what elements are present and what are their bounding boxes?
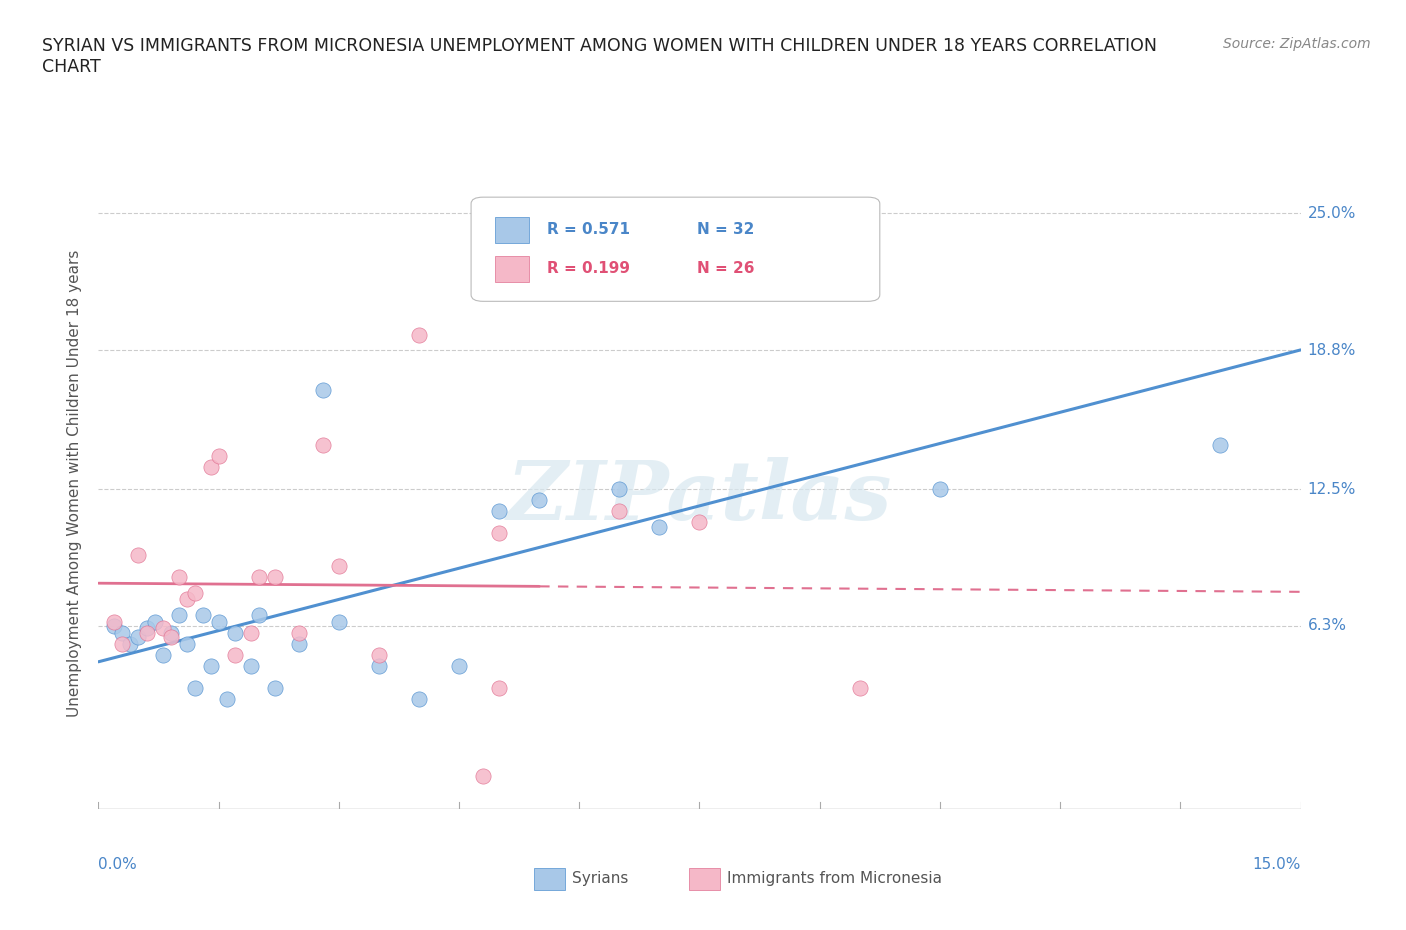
Point — [849, 680, 872, 695]
Point — [328, 614, 350, 629]
Point — [103, 614, 125, 629]
Point — [135, 620, 157, 635]
Text: 0.0%: 0.0% — [98, 857, 138, 872]
Point — [1209, 437, 1232, 452]
Point — [120, 636, 142, 651]
Point — [312, 382, 335, 397]
Point — [609, 482, 631, 497]
Point — [111, 625, 134, 640]
Point — [609, 504, 631, 519]
Point — [529, 493, 551, 508]
Point — [159, 625, 181, 640]
Text: 18.8%: 18.8% — [1308, 342, 1355, 358]
Point — [287, 625, 309, 640]
Point — [239, 658, 262, 673]
Text: 12.5%: 12.5% — [1308, 482, 1355, 497]
Point — [263, 570, 285, 585]
Point — [135, 625, 157, 640]
Point — [287, 636, 309, 651]
Point — [128, 630, 150, 644]
Text: 15.0%: 15.0% — [1253, 857, 1301, 872]
Point — [472, 768, 495, 783]
Text: Immigrants from Micronesia: Immigrants from Micronesia — [727, 871, 942, 886]
Text: 6.3%: 6.3% — [1308, 618, 1347, 633]
Point — [159, 630, 181, 644]
Point — [191, 607, 214, 622]
Point — [247, 570, 270, 585]
FancyBboxPatch shape — [471, 197, 880, 301]
Bar — [495, 256, 529, 282]
Point — [152, 620, 174, 635]
Text: ZIPatlas: ZIPatlas — [506, 457, 893, 537]
Point — [368, 647, 391, 662]
Bar — [495, 217, 529, 243]
Point — [408, 327, 430, 342]
Point — [312, 437, 335, 452]
Point — [143, 614, 166, 629]
Text: Source: ZipAtlas.com: Source: ZipAtlas.com — [1223, 37, 1371, 51]
Point — [208, 614, 231, 629]
Point — [688, 515, 710, 530]
Text: Syrians: Syrians — [572, 871, 628, 886]
Point — [176, 636, 198, 651]
Point — [224, 625, 246, 640]
Text: R = 0.571: R = 0.571 — [547, 222, 630, 237]
Point — [183, 680, 205, 695]
Point — [239, 625, 262, 640]
Point — [408, 691, 430, 706]
Point — [111, 636, 134, 651]
Point — [224, 647, 246, 662]
Text: SYRIAN VS IMMIGRANTS FROM MICRONESIA UNEMPLOYMENT AMONG WOMEN WITH CHILDREN UNDE: SYRIAN VS IMMIGRANTS FROM MICRONESIA UNE… — [42, 37, 1157, 76]
Point — [215, 691, 238, 706]
Point — [176, 592, 198, 607]
Point — [200, 459, 222, 474]
Point — [128, 548, 150, 563]
Text: R = 0.199: R = 0.199 — [547, 261, 630, 276]
Point — [929, 482, 952, 497]
Point — [447, 658, 470, 673]
Point — [488, 504, 510, 519]
Point — [328, 559, 350, 574]
Point — [208, 448, 231, 463]
Point — [368, 658, 391, 673]
Point — [488, 525, 510, 540]
Point — [167, 570, 190, 585]
Text: 25.0%: 25.0% — [1308, 206, 1355, 220]
Point — [648, 519, 671, 534]
Point — [167, 607, 190, 622]
Point — [200, 658, 222, 673]
Text: N = 32: N = 32 — [697, 222, 755, 237]
Point — [247, 607, 270, 622]
Y-axis label: Unemployment Among Women with Children Under 18 years: Unemployment Among Women with Children U… — [67, 250, 83, 717]
Point — [488, 680, 510, 695]
Point — [768, 250, 790, 265]
Point — [103, 618, 125, 633]
Text: N = 26: N = 26 — [697, 261, 755, 276]
Point — [183, 585, 205, 600]
Point — [152, 647, 174, 662]
Point — [263, 680, 285, 695]
